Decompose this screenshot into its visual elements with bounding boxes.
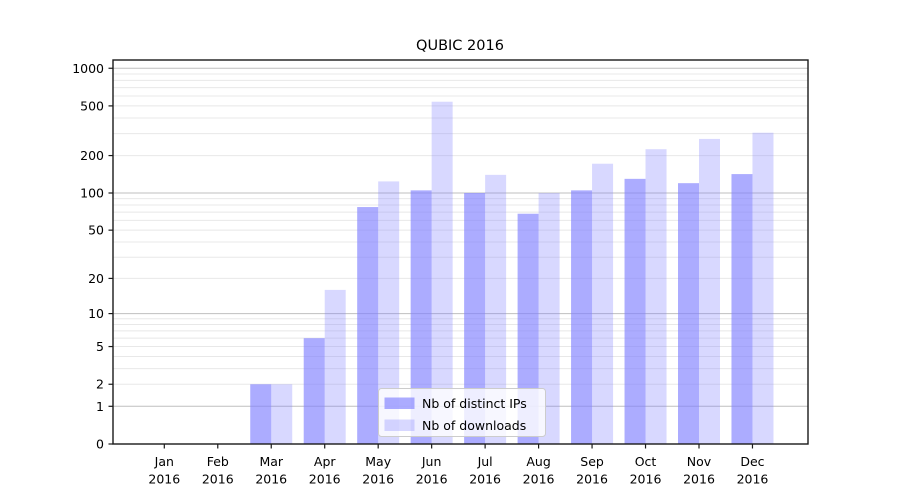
x-tick-label-aug: Aug 2016 — [523, 454, 555, 487]
x-tick-label-apr: Apr 2016 — [309, 454, 341, 487]
y-tick-label: 50 — [88, 223, 104, 238]
bar-downloads-jul — [485, 174, 507, 445]
y-tick-label: 100 — [80, 185, 104, 200]
x-tick-label-may: May 2016 — [362, 454, 394, 487]
bar-downloads-nov — [699, 138, 720, 444]
legend-swatch-downloads — [384, 419, 415, 431]
bar-downloads-sep — [592, 163, 614, 444]
bar-downloads-oct — [645, 149, 667, 444]
y-tick-label: 200 — [80, 148, 104, 163]
y-tick-label: 20 — [88, 271, 104, 286]
legend-box — [378, 388, 546, 437]
bar-distinct-ips-may — [357, 207, 379, 444]
bar-distinct-ips-nov — [678, 183, 699, 444]
legend-label-downloads: Nb of downloads — [422, 418, 526, 433]
bars-layer — [250, 101, 774, 445]
x-tick-label-jun: Jun 2016 — [416, 454, 448, 487]
x-tick-label-jul: Jul 2016 — [469, 454, 501, 487]
bar-distinct-ips-jul — [464, 192, 486, 444]
bar-distinct-ips-jun — [410, 190, 432, 444]
x-tick-label-oct: Oct 2016 — [630, 454, 662, 487]
y-tick-label: 5 — [96, 339, 104, 354]
x-tick-label-mar: Mar 2016 — [255, 454, 287, 487]
bar-distinct-ips-mar — [250, 384, 272, 444]
y-tick-label: 500 — [80, 98, 104, 113]
x-tick-label-nov: Nov 2016 — [683, 454, 715, 487]
bar-distinct-ips-aug — [517, 213, 539, 444]
bar-downloads-apr — [324, 289, 346, 444]
bar-distinct-ips-dec — [731, 174, 753, 444]
bar-downloads-aug — [538, 192, 560, 444]
legend-swatch-distinct-ips — [384, 397, 415, 409]
plot-border — [112, 59, 809, 445]
y-tick-label: 10 — [88, 306, 104, 321]
legend: Nb of distinct IPs Nb of downloads — [378, 388, 546, 437]
x-tick-label-feb: Feb 2016 — [202, 454, 234, 487]
chart-title: QUBIC 2016 — [416, 38, 504, 54]
x-tick-label-jan: Jan 2016 — [148, 454, 180, 487]
y-tick-label: 1000 — [72, 61, 104, 76]
bar-downloads-dec — [752, 132, 774, 445]
bar-distinct-ips-oct — [624, 178, 646, 444]
y-tick-label: 1 — [96, 399, 104, 414]
x-tick-label-sep: Sep 2016 — [576, 454, 608, 487]
bar-distinct-ips-sep — [571, 190, 593, 444]
legend-label-distinct-ips: Nb of distinct IPs — [422, 396, 527, 411]
bar-distinct-ips-apr — [303, 338, 325, 444]
bar-downloads-jun — [431, 101, 453, 444]
ticks-layer: 0 1 2 5 10 20 50 100 200 500 1000 Jan 2016 Feb 2016 Mar… — [72, 61, 768, 487]
bar-downloads-may — [378, 181, 400, 444]
y-tick-label: 2 — [96, 377, 104, 392]
y-tick-label: 0 — [96, 437, 104, 452]
bar-downloads-mar — [271, 384, 293, 444]
x-tick-label-dec: Dec 2016 — [737, 454, 769, 487]
